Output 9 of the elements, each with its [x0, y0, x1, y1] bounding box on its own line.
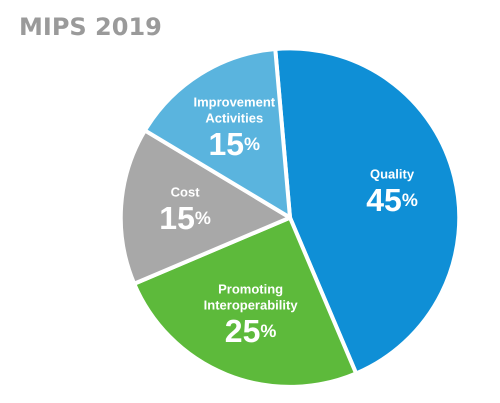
- data-label: 15%: [208, 126, 260, 162]
- chart-title: MIPS 2019: [19, 13, 162, 41]
- slice-label: Cost: [170, 184, 200, 200]
- slice-label: Quality: [370, 166, 415, 182]
- data-label: 25%: [224, 312, 276, 349]
- data-label: 45%: [366, 182, 418, 218]
- data-label: 15%: [159, 200, 211, 236]
- slice-label: Improvement Activities: [193, 94, 276, 126]
- slice-label: Promoting Interoperability: [204, 281, 298, 312]
